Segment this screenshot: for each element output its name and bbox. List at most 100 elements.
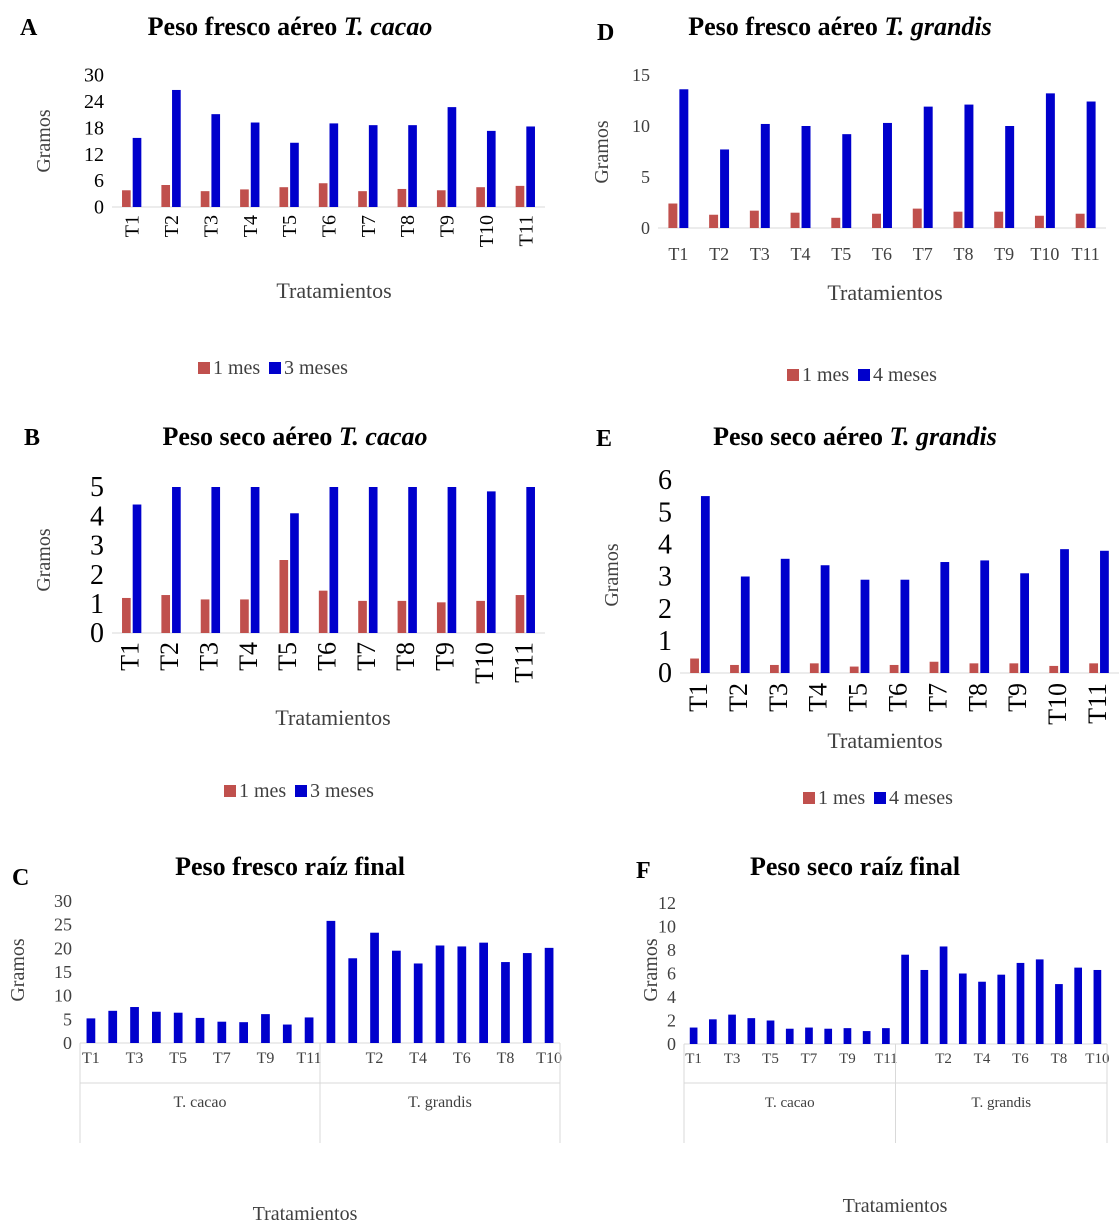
bar (785, 1028, 794, 1044)
x-tick-label: T6 (1012, 1051, 1029, 1067)
x-tick-label: T3 (194, 642, 223, 671)
bar-series2 (329, 123, 339, 207)
bar-series2 (740, 576, 750, 673)
bar (901, 954, 909, 1044)
bar-series1 (1034, 215, 1044, 228)
x-tick-label: T3 (126, 1050, 144, 1067)
legend-swatch (224, 785, 236, 797)
bar-series1 (397, 600, 407, 633)
bar-series2 (211, 114, 221, 207)
bar-series2 (1045, 93, 1055, 228)
y-tick-label: 4 (658, 530, 672, 561)
bar-series1 (709, 214, 719, 228)
panel-letter: E (596, 426, 612, 452)
bar-series1 (515, 595, 525, 633)
bar-series1 (929, 661, 939, 673)
bar-series2 (780, 558, 790, 673)
x-tick-label: T9 (257, 1050, 275, 1067)
bar (261, 1014, 270, 1043)
x-tick-label: T2 (724, 683, 753, 712)
bar-series2 (329, 487, 339, 633)
chart-title: Peso fresco aéreo T. grandis (688, 12, 992, 41)
legend-label: 4 meses (889, 787, 953, 809)
bar-series2 (679, 89, 689, 228)
chart-title-text: Peso seco raíz final (750, 852, 960, 881)
x-tick-label: T1 (122, 215, 144, 237)
y-tick-label: 5 (641, 167, 650, 187)
bar (958, 973, 967, 1044)
bar-series2 (447, 107, 457, 207)
x-tick-label: T7 (923, 683, 952, 712)
legend-swatch (295, 785, 307, 797)
y-axis-label: Gramos (601, 543, 623, 607)
x-tick-label: T6 (453, 1050, 471, 1067)
bar (370, 932, 379, 1043)
x-tick-label: T10 (470, 642, 499, 684)
y-axis-label: Gramos (640, 938, 662, 1002)
bar-series1 (1049, 665, 1059, 673)
bar (413, 963, 423, 1043)
group-label: T. grandis (971, 1095, 1031, 1111)
x-tick-label: T8 (397, 215, 419, 237)
y-tick-label: 10 (632, 116, 650, 136)
chart-title-text: Peso seco aéreo (713, 422, 889, 451)
bar-series1 (240, 599, 249, 633)
bar (152, 1011, 161, 1043)
bar-series1 (849, 666, 859, 673)
bar-series2 (250, 122, 260, 207)
bar-series1 (889, 664, 899, 673)
bar-series2 (132, 137, 142, 207)
bar-series1 (730, 664, 739, 673)
x-tick-label: T5 (279, 215, 301, 237)
bar (173, 1012, 183, 1043)
legend-label: 1 mes (239, 780, 286, 802)
bar-series2 (760, 123, 770, 228)
y-axis-label: Gramos (33, 109, 55, 173)
legend: 1 mes 3 meses (224, 780, 374, 802)
y-axis-label: Gramos (33, 528, 55, 592)
bar-series2 (368, 487, 378, 633)
y-tick-label: 3 (90, 531, 104, 562)
x-tick-label: T1 (82, 1050, 100, 1067)
bar-series2 (1020, 573, 1030, 673)
bar-series1 (476, 600, 485, 633)
x-axis-label: Tratamientos (276, 278, 391, 303)
x-tick-label: T3 (750, 244, 770, 264)
x-tick-label: T4 (791, 244, 811, 264)
x-tick-label: T2 (155, 642, 184, 671)
chart-title: Peso seco aéreo T. grandis (713, 422, 997, 451)
y-tick-label: 25 (54, 915, 72, 935)
y-tick-label: 4 (667, 987, 676, 1007)
legend: 1 mes 3 meses (198, 357, 348, 379)
x-tick-label: T8 (1051, 1051, 1068, 1067)
bar (522, 953, 532, 1043)
bar-series2 (447, 487, 457, 633)
y-tick-label: 2 (658, 594, 672, 625)
x-tick-label: T4 (974, 1051, 991, 1067)
bar (978, 981, 986, 1044)
bar-series1 (122, 597, 131, 633)
bar (1093, 969, 1102, 1044)
y-tick-label: 12 (658, 893, 676, 913)
bar-series1 (1009, 663, 1019, 673)
bar-series2 (486, 130, 496, 207)
chart-title-species: T. cacao (339, 422, 428, 451)
bar-series2 (408, 487, 417, 633)
legend: 1 mes 4 meses (803, 787, 953, 809)
bar (1016, 962, 1025, 1044)
x-tick-label: T6 (313, 642, 342, 671)
y-tick-label: 12 (84, 144, 104, 166)
bar (544, 947, 554, 1043)
x-tick-label: T2 (709, 244, 729, 264)
y-tick-label: 15 (632, 65, 650, 85)
bar-series2 (1060, 549, 1069, 673)
x-tick-label: T1 (668, 244, 688, 264)
legend-swatch (874, 792, 886, 804)
bar-series1 (668, 203, 678, 228)
bar-series2 (842, 134, 852, 228)
y-tick-label: 30 (84, 65, 104, 87)
bar-series1 (122, 190, 131, 207)
y-tick-label: 6 (658, 465, 672, 496)
